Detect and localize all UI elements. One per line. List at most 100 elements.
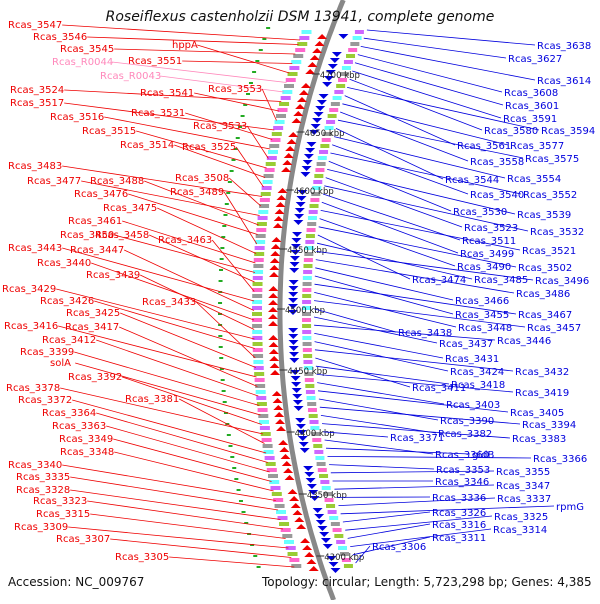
right-gene-label: Rcas_3575 bbox=[525, 154, 579, 165]
feature-block bbox=[276, 114, 286, 118]
feature-block bbox=[262, 438, 272, 442]
feature-block bbox=[336, 540, 345, 544]
feature-block bbox=[263, 180, 273, 184]
left-gene-label: Rcas_3349 bbox=[59, 434, 113, 445]
right-gene-label: Rcas_3431 bbox=[445, 354, 499, 365]
forward-gene-arrow bbox=[281, 454, 291, 459]
left-gene-label: Rcas_3309 bbox=[14, 522, 68, 533]
left-gene-label: Rcas_3458 bbox=[95, 230, 149, 241]
forward-gene-arrow bbox=[310, 55, 320, 60]
right-leader-line bbox=[329, 465, 434, 469]
left-gene-label: Rcas_3461 bbox=[68, 216, 122, 227]
right-gene-label: Rcas_3311 bbox=[432, 533, 486, 544]
left-gene-label: Rcas_3533 bbox=[193, 121, 247, 132]
left-leader-line bbox=[157, 208, 256, 254]
right-gene-label: Rcas_3638 bbox=[537, 41, 591, 52]
feature-block bbox=[256, 390, 266, 394]
left-gene-label: Rcas_3488 bbox=[90, 176, 144, 187]
left-gene-label: Rcas_3348 bbox=[60, 447, 114, 458]
feature-block bbox=[265, 456, 275, 460]
feature-block bbox=[255, 246, 265, 250]
right-gene-label: Rcas_3325 bbox=[494, 512, 548, 523]
right-leader-line bbox=[316, 366, 449, 384]
reverse-gene-arrow bbox=[319, 532, 329, 537]
kbp-tick-label: 4700 kbp bbox=[320, 71, 360, 81]
left-leader-line bbox=[169, 557, 294, 567]
reverse-gene-arrow bbox=[300, 448, 310, 453]
right-gene-label: gidB bbox=[472, 450, 494, 461]
feature-block bbox=[328, 510, 337, 514]
left-gene-label: Rcas_3364 bbox=[42, 408, 96, 419]
feature-block bbox=[286, 78, 296, 82]
feature-block bbox=[278, 108, 288, 112]
reverse-gene-arrow bbox=[295, 208, 305, 213]
forward-gene-arrow bbox=[274, 412, 284, 417]
left-gene-label: Rcas_3315 bbox=[36, 509, 90, 520]
feature-block bbox=[303, 342, 312, 346]
forward-gene-arrow bbox=[273, 405, 283, 410]
feature-block bbox=[258, 216, 268, 220]
right-gene-label: Rcas_3438 bbox=[398, 328, 452, 339]
forward-gene-arrow bbox=[269, 272, 279, 277]
feature-block bbox=[281, 96, 291, 100]
reverse-gene-arrow bbox=[305, 148, 315, 153]
feature-block bbox=[309, 210, 318, 214]
feature-block bbox=[252, 324, 262, 328]
left-gene-label: Rcas_3475 bbox=[103, 203, 157, 214]
reverse-gene-arrow bbox=[289, 346, 299, 351]
forward-gene-arrow bbox=[291, 503, 301, 508]
feature-block bbox=[328, 114, 337, 118]
forward-gene-arrow bbox=[285, 475, 295, 480]
left-gene-label: hppA bbox=[172, 40, 198, 51]
feature-block bbox=[350, 42, 359, 46]
right-gene-label: Rcas_3355 bbox=[496, 467, 550, 478]
reverse-gene-arrow bbox=[288, 286, 298, 291]
forward-gene-arrow bbox=[309, 566, 319, 571]
feature-block bbox=[254, 252, 264, 256]
forward-gene-arrow bbox=[283, 468, 293, 473]
left-gene-label: Rcas_3417 bbox=[65, 322, 119, 333]
forward-gene-arrow bbox=[272, 391, 282, 396]
forward-gene-arrow bbox=[293, 510, 303, 515]
left-leader-line bbox=[113, 439, 271, 482]
forward-gene-arrow bbox=[300, 538, 310, 543]
feature-block bbox=[276, 510, 286, 514]
feature-block bbox=[302, 330, 311, 334]
feature-block bbox=[302, 336, 311, 340]
feature-block bbox=[303, 354, 312, 358]
feature-block bbox=[272, 492, 282, 496]
forward-gene-arrow bbox=[271, 244, 281, 249]
forward-gene-arrow bbox=[268, 314, 278, 319]
left-gene-label: Rcas_3516 bbox=[50, 112, 104, 123]
reverse-gene-arrow bbox=[294, 406, 304, 411]
left-gene-label: Rcas_3433 bbox=[142, 297, 196, 308]
reverse-gene-arrow bbox=[317, 526, 327, 531]
right-gene-label: Rcas_3405 bbox=[510, 408, 564, 419]
left-gene-label: Rcas_3546 bbox=[33, 32, 87, 43]
feature-block bbox=[254, 258, 264, 262]
feature-block bbox=[305, 240, 314, 244]
reverse-gene-arrow bbox=[330, 58, 340, 63]
feature-block bbox=[256, 396, 266, 400]
feature-block bbox=[353, 36, 362, 40]
forward-gene-arrow bbox=[315, 41, 325, 46]
right-gene-label: Rcas_3554 bbox=[507, 174, 561, 185]
right-leader-line bbox=[320, 219, 455, 266]
right-gene-label: Rcas_3466 bbox=[455, 296, 509, 307]
reverse-gene-arrow bbox=[290, 262, 300, 267]
feature-block bbox=[279, 102, 289, 106]
forward-gene-arrow bbox=[273, 398, 283, 403]
left-gene-label: Rcas_3412 bbox=[42, 335, 96, 346]
feature-block bbox=[313, 444, 322, 448]
left-gene-label: Rcas_3335 bbox=[16, 472, 70, 483]
forward-gene-arrow bbox=[305, 69, 315, 74]
left-gene-label: Rcas_3447 bbox=[70, 245, 124, 256]
feature-block bbox=[303, 282, 312, 286]
reverse-gene-arrow bbox=[289, 358, 299, 363]
forward-gene-arrow bbox=[293, 111, 303, 116]
feature-block bbox=[253, 282, 263, 286]
feature-block bbox=[295, 48, 305, 52]
right-gene-label: Rcas_3608 bbox=[504, 88, 558, 99]
forward-gene-arrow bbox=[295, 104, 305, 109]
right-gene-label: Rcas_3383 bbox=[512, 434, 566, 445]
